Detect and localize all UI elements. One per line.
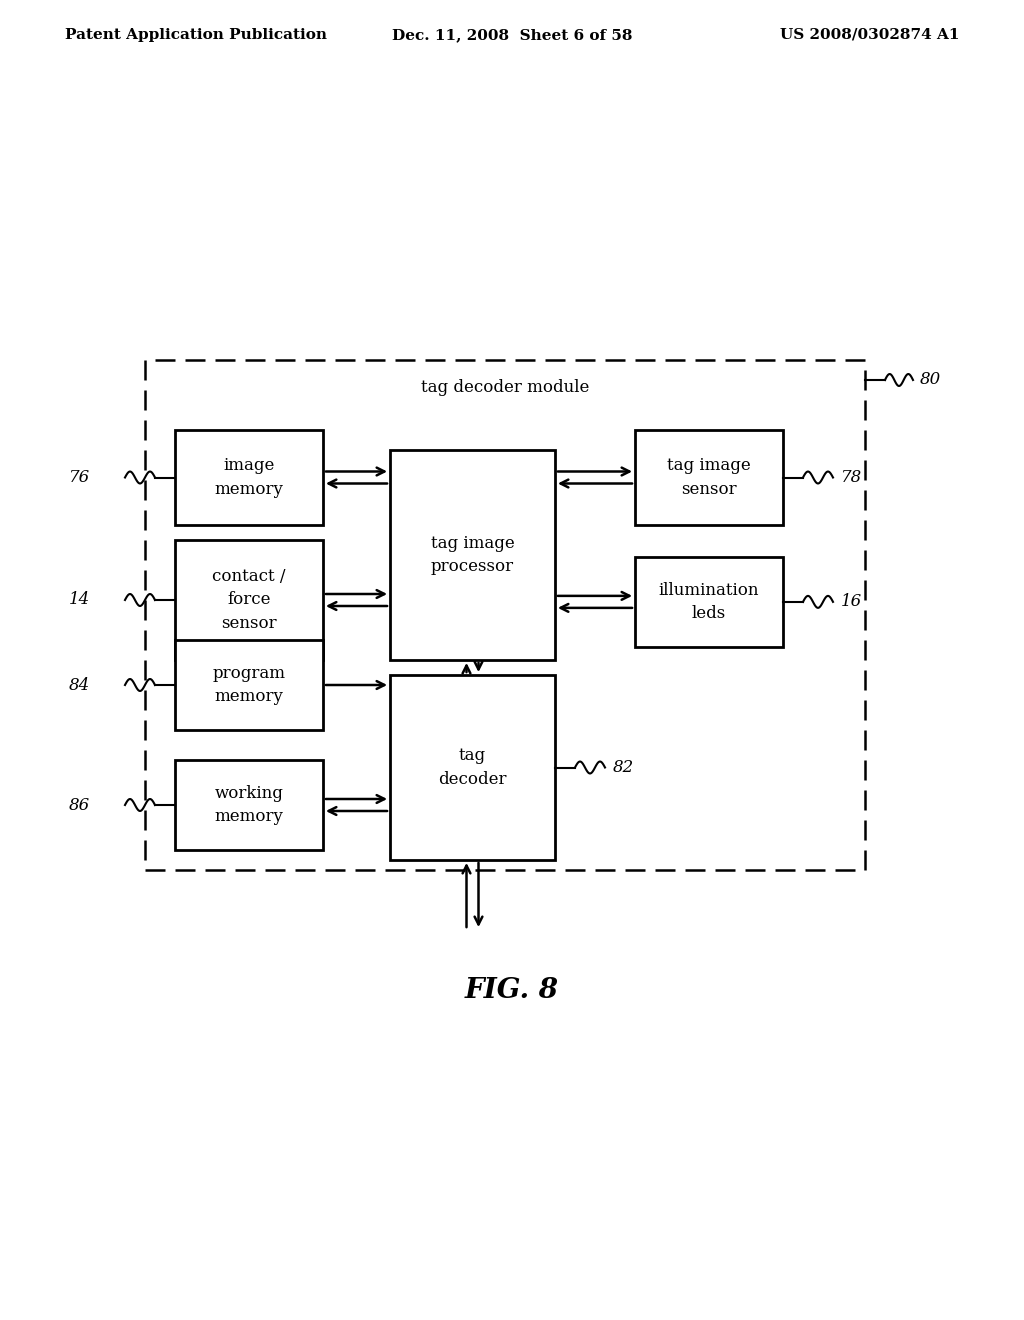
- Bar: [175, 760, 323, 850]
- Text: working
memory: working memory: [215, 785, 284, 825]
- Bar: [175, 640, 323, 730]
- Text: 76: 76: [69, 469, 90, 486]
- Text: 80: 80: [920, 371, 941, 388]
- Bar: [175, 540, 323, 660]
- Text: image
memory: image memory: [215, 457, 284, 498]
- Bar: [390, 675, 555, 861]
- Text: tag image
sensor: tag image sensor: [667, 457, 751, 498]
- Text: 78: 78: [841, 469, 862, 486]
- Text: tag decoder module: tag decoder module: [421, 380, 589, 396]
- Text: 82: 82: [613, 759, 634, 776]
- Text: 84: 84: [69, 676, 90, 693]
- Bar: [635, 557, 783, 647]
- Text: tag
decoder: tag decoder: [438, 747, 507, 788]
- Text: 86: 86: [69, 796, 90, 813]
- Text: 14: 14: [69, 591, 90, 609]
- Text: contact /
force
sensor: contact / force sensor: [212, 568, 286, 632]
- Text: program
memory: program memory: [213, 665, 286, 705]
- Text: FIG. 8: FIG. 8: [465, 977, 559, 1003]
- Bar: [175, 430, 323, 525]
- Bar: [145, 360, 865, 870]
- Text: Dec. 11, 2008  Sheet 6 of 58: Dec. 11, 2008 Sheet 6 of 58: [392, 28, 632, 42]
- Text: tag image
processor: tag image processor: [431, 535, 514, 576]
- Text: Patent Application Publication: Patent Application Publication: [65, 28, 327, 42]
- Text: illumination
leds: illumination leds: [658, 582, 759, 622]
- Bar: [635, 430, 783, 525]
- Text: 16: 16: [841, 594, 862, 610]
- Bar: [390, 450, 555, 660]
- Text: US 2008/0302874 A1: US 2008/0302874 A1: [780, 28, 961, 42]
